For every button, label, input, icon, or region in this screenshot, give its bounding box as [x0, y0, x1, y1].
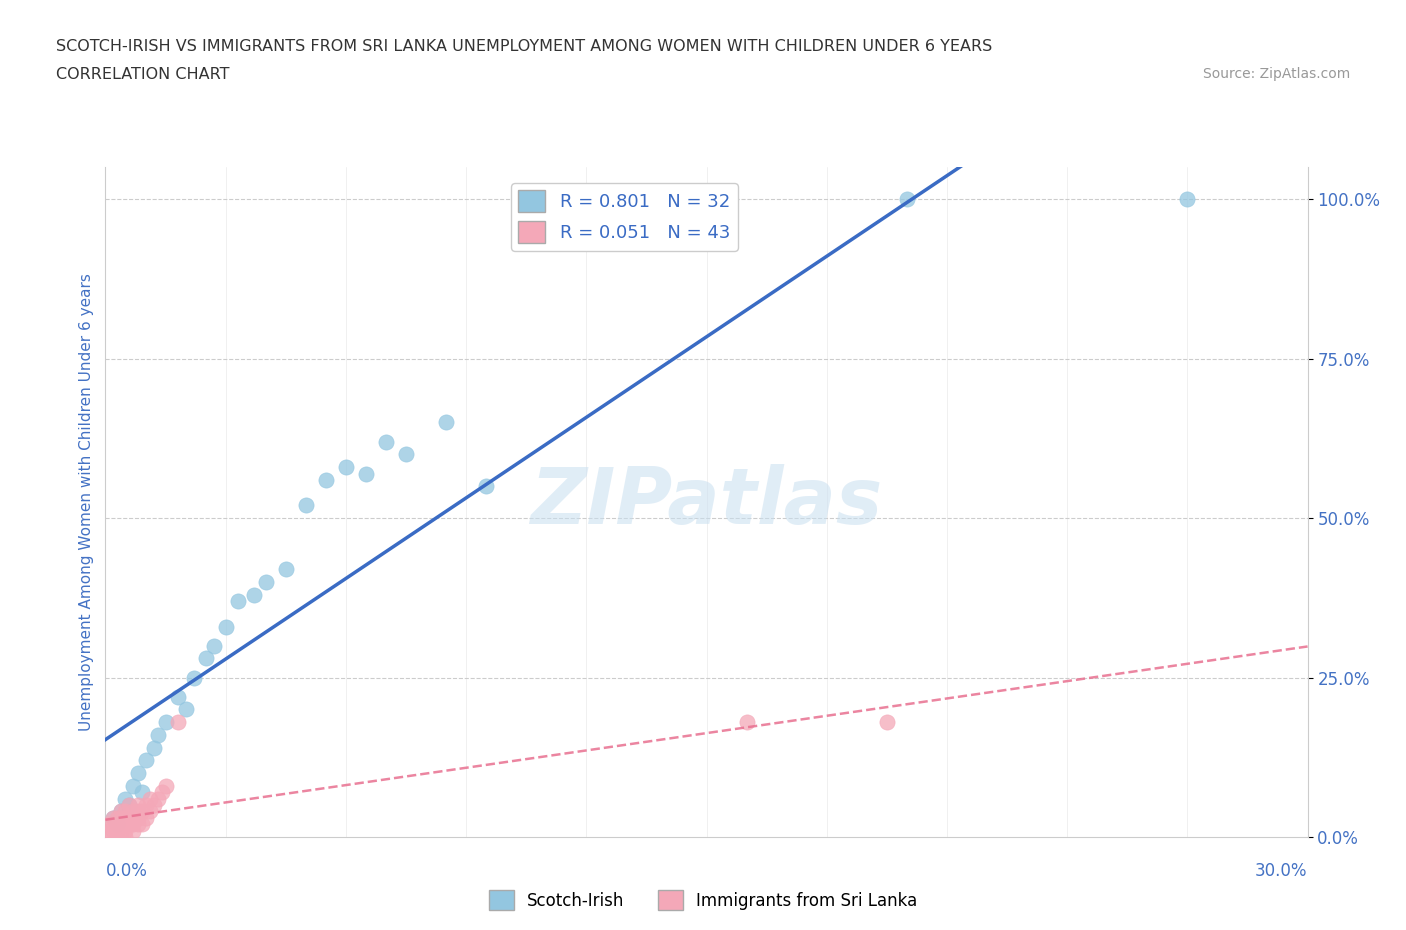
Point — [114, 830, 136, 844]
Point — [166, 689, 188, 704]
Point — [103, 810, 125, 825]
Point — [103, 810, 125, 825]
Point — [122, 778, 145, 793]
Point — [122, 817, 145, 831]
Point — [155, 778, 177, 793]
Legend: R = 0.801   N = 32, R = 0.051   N = 43: R = 0.801 N = 32, R = 0.051 N = 43 — [512, 183, 738, 251]
Point — [107, 817, 129, 831]
Point — [202, 638, 225, 653]
Point — [142, 740, 165, 755]
Point — [735, 715, 758, 730]
Point — [142, 798, 165, 813]
Point — [127, 765, 149, 780]
Text: 30.0%: 30.0% — [1256, 862, 1308, 881]
Point — [118, 817, 141, 831]
Point — [122, 823, 145, 838]
Point — [183, 671, 205, 685]
Point — [1177, 192, 1199, 206]
Point — [107, 817, 129, 831]
Legend: Scotch-Irish, Immigrants from Sri Lanka: Scotch-Irish, Immigrants from Sri Lanka — [482, 884, 924, 917]
Point — [107, 823, 129, 838]
Point — [131, 804, 153, 819]
Point — [295, 498, 318, 512]
Point — [114, 823, 136, 838]
Point — [138, 791, 160, 806]
Point — [374, 434, 398, 449]
Point — [127, 804, 149, 819]
Point — [98, 823, 121, 838]
Point — [166, 715, 188, 730]
Y-axis label: Unemployment Among Women with Children Under 6 years: Unemployment Among Women with Children U… — [79, 273, 94, 731]
Point — [131, 817, 153, 831]
Point — [110, 817, 132, 831]
Text: CORRELATION CHART: CORRELATION CHART — [56, 67, 229, 82]
Point — [110, 804, 132, 819]
Point — [127, 810, 149, 825]
Point — [226, 593, 249, 608]
Point — [214, 619, 236, 634]
Point — [896, 192, 918, 206]
Point — [118, 798, 141, 813]
Point — [127, 817, 149, 831]
Point — [131, 785, 153, 800]
Point — [138, 804, 160, 819]
Point — [122, 810, 145, 825]
Point — [395, 447, 418, 462]
Point — [114, 804, 136, 819]
Point — [242, 587, 264, 602]
Point — [135, 798, 157, 813]
Point — [110, 823, 132, 838]
Point — [103, 823, 125, 838]
Point — [94, 830, 117, 844]
Point — [98, 817, 121, 831]
Point — [876, 715, 898, 730]
Point — [274, 562, 297, 577]
Point — [135, 810, 157, 825]
Text: Source: ZipAtlas.com: Source: ZipAtlas.com — [1202, 67, 1350, 81]
Point — [174, 702, 197, 717]
Point — [335, 459, 357, 474]
Text: 0.0%: 0.0% — [105, 862, 148, 881]
Point — [135, 753, 157, 768]
Point — [146, 727, 169, 742]
Point — [254, 575, 277, 590]
Point — [155, 715, 177, 730]
Point — [146, 791, 169, 806]
Text: SCOTCH-IRISH VS IMMIGRANTS FROM SRI LANKA UNEMPLOYMENT AMONG WOMEN WITH CHILDREN: SCOTCH-IRISH VS IMMIGRANTS FROM SRI LANK… — [56, 39, 993, 54]
Point — [118, 798, 141, 813]
Point — [315, 472, 337, 487]
Point — [107, 830, 129, 844]
Point — [114, 791, 136, 806]
Text: ZIPatlas: ZIPatlas — [530, 464, 883, 540]
Point — [194, 651, 217, 666]
Point — [475, 479, 498, 494]
Point — [118, 810, 141, 825]
Point — [107, 810, 129, 825]
Point — [114, 810, 136, 825]
Point — [122, 804, 145, 819]
Point — [354, 466, 377, 481]
Point — [110, 804, 132, 819]
Point — [114, 817, 136, 831]
Point — [150, 785, 173, 800]
Point — [103, 817, 125, 831]
Point — [127, 798, 149, 813]
Point — [110, 810, 132, 825]
Point — [434, 415, 457, 430]
